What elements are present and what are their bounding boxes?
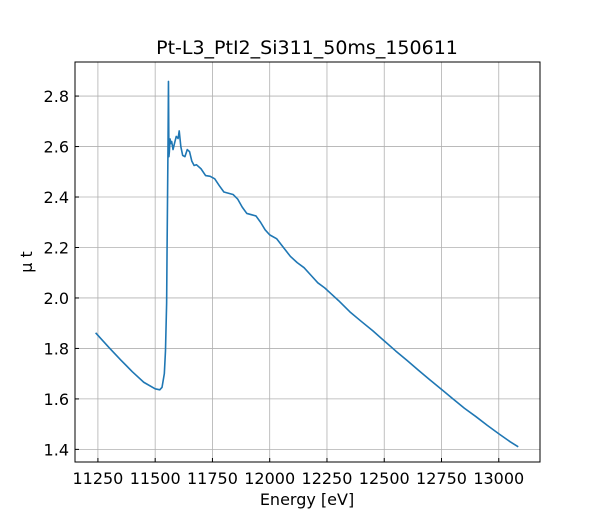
y-axis-label: μ t (17, 251, 36, 273)
y-tick-label: 1.6 (44, 390, 69, 409)
x-tick-label: 11500 (130, 469, 181, 488)
y-tick-label: 2.2 (44, 238, 69, 257)
x-tick-label: 12250 (302, 469, 353, 488)
y-tick-label: 2.8 (44, 87, 69, 106)
x-tick-label: 12000 (244, 469, 295, 488)
y-tick-label: 1.4 (44, 440, 69, 459)
ticks: 11250 11500 11750 12000 12250 12500 12750 13000… (44, 87, 525, 488)
x-tick-label: 12750 (416, 469, 467, 488)
series-line (95, 80, 519, 448)
x-tick-label: 13000 (473, 469, 524, 488)
x-tick-label: 11250 (72, 469, 123, 488)
grid (75, 62, 540, 462)
series-group (95, 80, 519, 448)
x-axis-label: Energy [eV] (260, 490, 354, 509)
y-tick-label: 2.4 (44, 188, 69, 207)
chart-title: Pt-L3_PtI2_Si311_50ms_150611 (156, 37, 458, 59)
y-tick-label: 1.8 (44, 339, 69, 358)
x-tick-label: 11750 (187, 469, 238, 488)
x-tick-label: 12500 (359, 469, 410, 488)
y-tick-label: 2.6 (44, 138, 69, 157)
plot-frame (74, 61, 541, 463)
y-tick-label: 2.0 (44, 289, 69, 308)
